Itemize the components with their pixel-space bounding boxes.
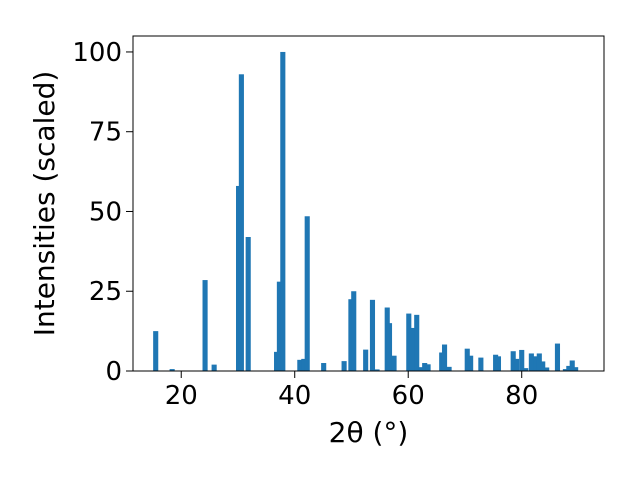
bar: [510, 351, 516, 371]
bar: [446, 366, 452, 371]
bar: [321, 363, 327, 371]
bar: [276, 281, 282, 371]
bar: [304, 216, 310, 371]
y-tick-label: 0: [105, 357, 122, 387]
bar: [478, 357, 484, 371]
y-tick-label: 100: [72, 38, 122, 68]
bar: [363, 349, 369, 371]
y-tick-label: 25: [89, 277, 122, 307]
bar: [533, 356, 539, 371]
bar: [297, 359, 303, 371]
bar: [495, 356, 502, 371]
x-tick-label: 40: [278, 381, 311, 411]
x-tick-label: 80: [505, 381, 538, 411]
bar: [169, 369, 175, 371]
bar: [540, 361, 546, 371]
bar: [519, 349, 525, 371]
bar: [236, 185, 242, 371]
bar: [554, 343, 561, 371]
x-tick-label: 60: [392, 381, 425, 411]
bar: [280, 51, 286, 371]
bar: [425, 364, 431, 371]
bar: [301, 358, 307, 371]
bar: [468, 355, 474, 371]
bar: [386, 323, 393, 371]
x-axis-ticks: 20 40 60 80: [165, 371, 538, 411]
bar: [351, 291, 357, 371]
bar: [562, 369, 568, 371]
bar: [245, 237, 251, 371]
bar: [153, 331, 159, 371]
bar: [348, 299, 354, 371]
bar: [569, 360, 575, 371]
bar: [238, 74, 244, 371]
bar: [573, 367, 579, 371]
bar: [202, 280, 208, 371]
bar: [414, 314, 420, 371]
bar: [566, 365, 572, 371]
bar: [374, 369, 380, 371]
bar: [464, 348, 470, 371]
bar: [544, 367, 550, 371]
y-axis-ticks: 0 25 50 75 100: [72, 38, 133, 387]
bar: [341, 361, 347, 371]
bar: [514, 358, 520, 371]
bar: [211, 364, 217, 371]
bar: [523, 368, 529, 371]
bar: [274, 351, 280, 371]
plot-frame: [132, 35, 605, 372]
bar: [391, 355, 397, 371]
bar: [410, 327, 416, 371]
bar: [418, 367, 424, 371]
y-tick-label: 50: [89, 197, 122, 227]
x-axis-label: 2θ (°): [329, 416, 409, 449]
y-axis-label: Intensities (scaled): [28, 71, 61, 337]
x-tick-label: 20: [165, 381, 198, 411]
bar: [536, 353, 542, 371]
y-tick-label: 75: [89, 118, 122, 148]
bar: [493, 354, 499, 371]
bars: [153, 51, 579, 371]
bar: [441, 344, 448, 371]
bar: [439, 352, 445, 371]
bar: [422, 363, 428, 371]
bar: [369, 299, 376, 371]
bar: [528, 353, 534, 371]
bar: [406, 313, 412, 371]
